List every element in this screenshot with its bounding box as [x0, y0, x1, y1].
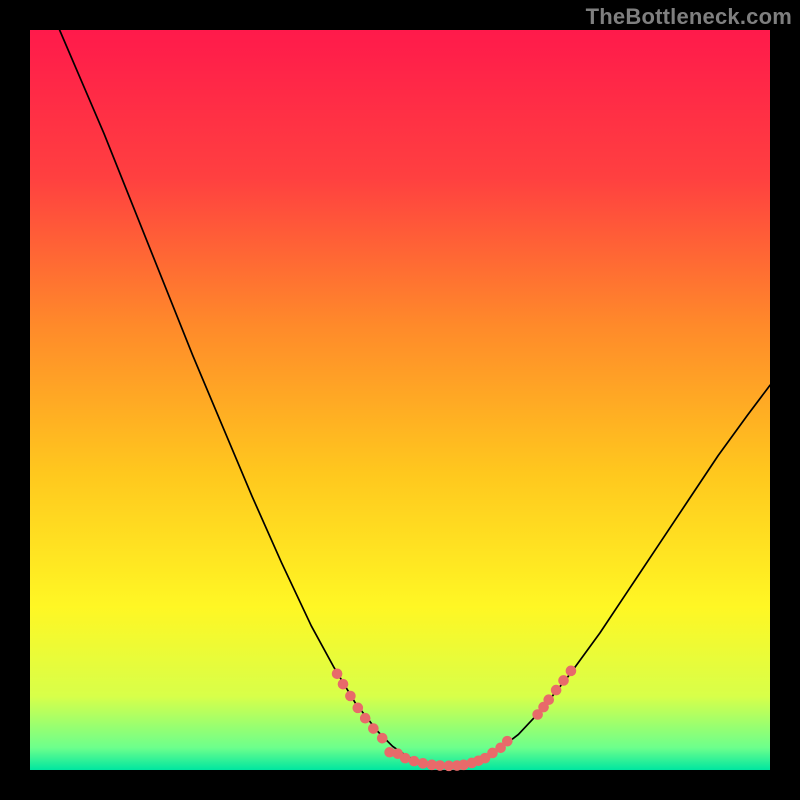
plot-background [30, 30, 770, 770]
highlight-dot [332, 669, 343, 680]
highlight-dot [409, 756, 420, 767]
highlight-dot [502, 736, 513, 747]
chart-wrapper: TheBottleneck.com [0, 0, 800, 800]
bottleneck-chart [0, 0, 800, 800]
highlight-dot [543, 694, 554, 705]
highlight-dot [377, 733, 388, 744]
highlight-dot [566, 666, 577, 677]
highlight-dot [558, 675, 569, 686]
highlight-dot [353, 703, 364, 714]
highlight-dot [418, 758, 429, 769]
highlight-dot [360, 713, 371, 724]
highlight-dot [368, 723, 379, 734]
watermark-text: TheBottleneck.com [586, 4, 792, 30]
highlight-dot [338, 679, 349, 690]
highlight-dot [345, 691, 356, 702]
highlight-dot [551, 685, 562, 696]
